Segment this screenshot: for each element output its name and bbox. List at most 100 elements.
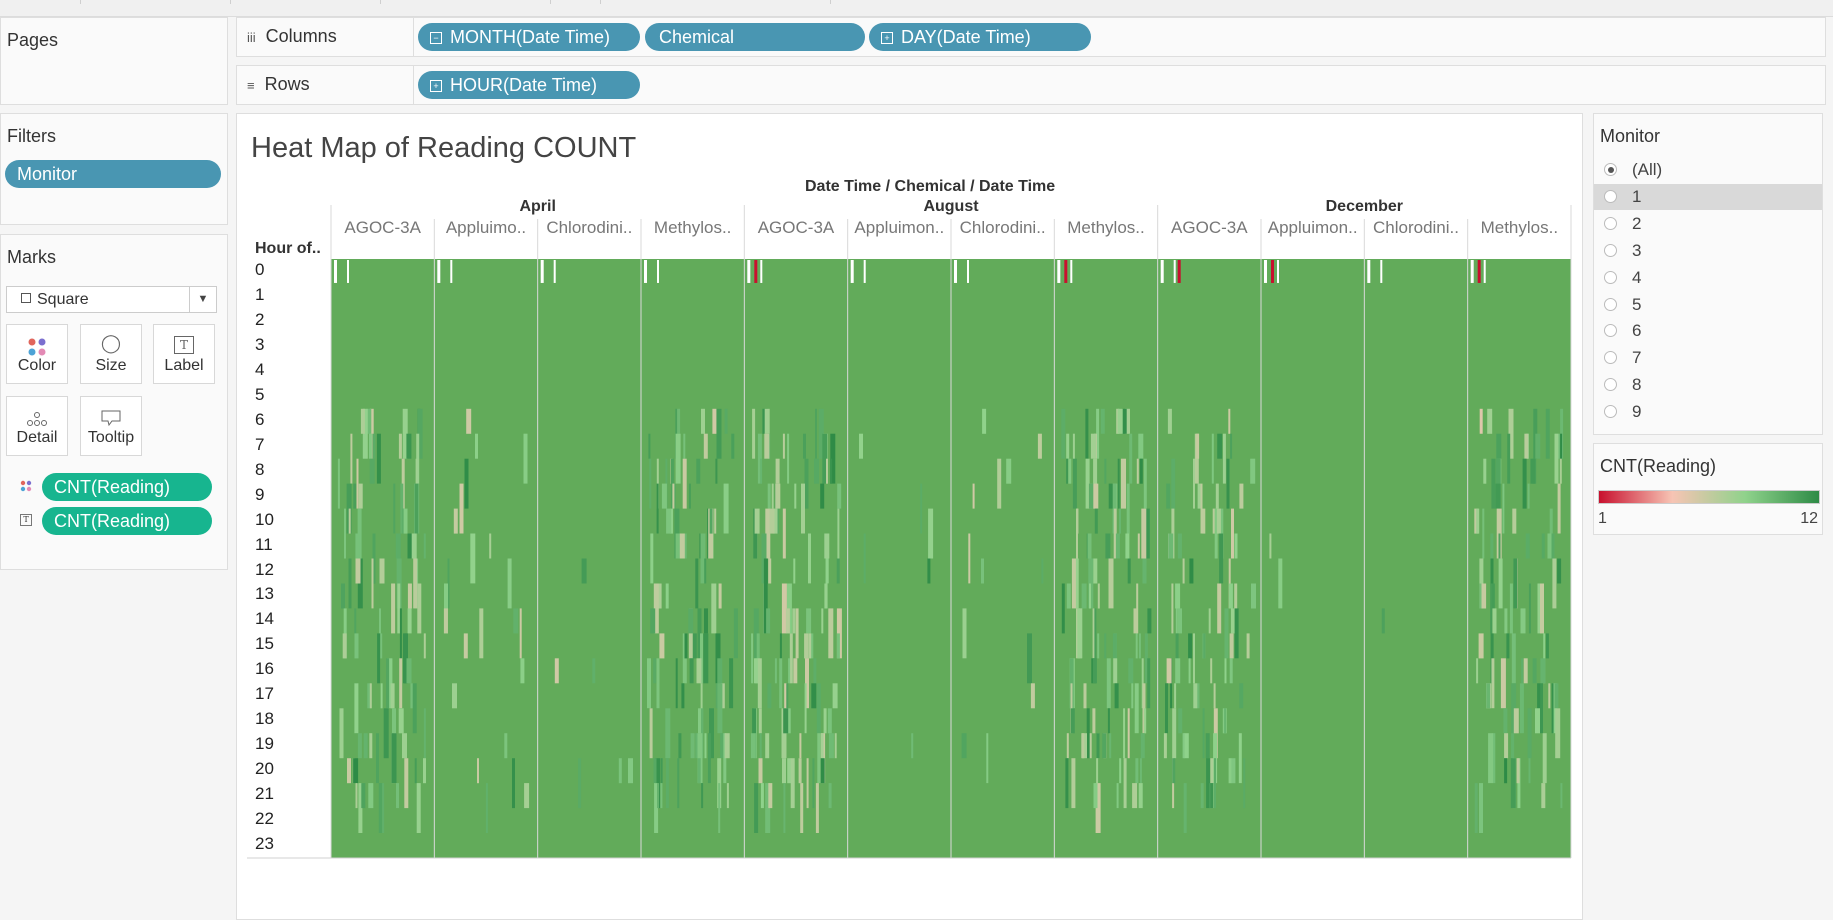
filters-card[interactable]: Filters Monitor bbox=[0, 113, 228, 225]
heatmap-cell bbox=[786, 708, 791, 734]
heatmap-cell bbox=[1549, 508, 1553, 534]
heatmap-cell bbox=[677, 758, 680, 809]
heatmap-cell bbox=[1061, 408, 1066, 459]
heatmap-cell bbox=[698, 708, 701, 734]
heatmap-cell bbox=[1175, 583, 1181, 609]
shelf-divider bbox=[413, 18, 414, 56]
monitor-option[interactable]: 1 bbox=[1594, 183, 1822, 210]
heatmap-cell bbox=[1504, 608, 1508, 634]
mark-type-dropdown[interactable]: Square ▼ bbox=[6, 286, 217, 313]
radio-icon[interactable] bbox=[1604, 351, 1617, 365]
heatmap-cell bbox=[1490, 533, 1494, 584]
radio-icon[interactable] bbox=[1604, 243, 1617, 257]
monitor-option[interactable]: 8 bbox=[1594, 372, 1822, 398]
heatmap-cell bbox=[411, 533, 417, 559]
label-button[interactable]: T Label bbox=[153, 324, 215, 384]
heatmap-cell bbox=[787, 433, 790, 484]
monitor-option[interactable]: 2 bbox=[1594, 211, 1822, 237]
chemical-column-pill[interactable]: Chemical bbox=[645, 23, 865, 51]
radio-icon[interactable] bbox=[1604, 189, 1617, 203]
heatmap-cell bbox=[806, 758, 809, 809]
heatmap-cell bbox=[754, 783, 759, 833]
heatmap-cell bbox=[1548, 683, 1551, 709]
month-column-pill[interactable]: − MONTH(Date Time) bbox=[418, 23, 640, 51]
heatmap-cell-empty bbox=[1380, 260, 1383, 283]
heatmap-cell bbox=[650, 533, 654, 584]
heatmap-cell bbox=[1210, 658, 1213, 684]
heatmap-cell bbox=[1554, 433, 1559, 484]
heatmap-cell bbox=[1498, 558, 1503, 609]
label-field-pill[interactable]: CNT(Reading) bbox=[42, 507, 212, 535]
heatmap-cell bbox=[1089, 733, 1092, 759]
heatmap-cell bbox=[836, 558, 840, 584]
heatmap-cell bbox=[390, 683, 395, 709]
heatmap-cell bbox=[813, 658, 817, 709]
monitor-option[interactable]: 5 bbox=[1594, 292, 1822, 318]
heatmap-cell bbox=[700, 683, 703, 734]
heatmap-cell bbox=[369, 458, 375, 484]
detail-icon bbox=[7, 397, 67, 429]
heatmap-cell bbox=[1483, 458, 1487, 484]
monitor-option[interactable]: 3 bbox=[1594, 238, 1822, 264]
radio-icon[interactable] bbox=[1604, 297, 1617, 311]
heatmap-cell bbox=[391, 733, 397, 784]
color-button[interactable]: Color bbox=[6, 324, 68, 384]
day-column-pill[interactable]: + DAY(Date Time) bbox=[869, 23, 1091, 51]
hour-row-pill[interactable]: + HOUR(Date Time) bbox=[418, 71, 640, 99]
detail-button[interactable]: Detail bbox=[6, 396, 68, 456]
monitor-option-label: 6 bbox=[1632, 321, 1642, 341]
heatmap-cell-empty bbox=[954, 260, 957, 283]
color-field-pill[interactable]: CNT(Reading) bbox=[42, 473, 212, 501]
heatmap-cell bbox=[650, 608, 656, 634]
monitor-option[interactable]: 7 bbox=[1594, 345, 1822, 371]
heatmap-cell bbox=[1193, 458, 1195, 509]
chemical-header: AGOC-3A bbox=[1171, 218, 1248, 237]
monitor-option[interactable]: 6 bbox=[1594, 318, 1822, 344]
heatmap-cell bbox=[724, 733, 730, 759]
hour-row-label: 18 bbox=[255, 709, 274, 729]
heatmap-cell bbox=[653, 583, 659, 634]
radio-icon[interactable] bbox=[1604, 216, 1617, 230]
heatmap-cell bbox=[1083, 683, 1087, 709]
heatmap-cell bbox=[1502, 483, 1505, 534]
column-header-title: Date Time / Chemical / Date Time bbox=[805, 178, 1056, 195]
hour-row-label: 23 bbox=[255, 834, 274, 854]
heatmap-cell bbox=[464, 458, 469, 509]
expand-icon[interactable]: + bbox=[881, 32, 893, 44]
heatmap-cell-empty bbox=[644, 260, 647, 283]
collapse-icon[interactable]: − bbox=[430, 32, 442, 44]
pages-card[interactable]: Pages bbox=[0, 17, 228, 105]
chevron-down-icon[interactable]: ▼ bbox=[189, 287, 216, 312]
heatmap-cell bbox=[417, 583, 422, 634]
tooltip-icon bbox=[81, 397, 141, 429]
radio-icon[interactable] bbox=[1604, 405, 1617, 419]
heatmap-cell bbox=[830, 433, 836, 484]
monitor-filter-pill[interactable]: Monitor bbox=[5, 160, 221, 188]
heatmap-cell bbox=[649, 708, 653, 759]
monitor-option[interactable]: (All) bbox=[1594, 157, 1822, 183]
hour-row-label: 17 bbox=[255, 684, 274, 704]
size-button[interactable]: ◯ Size bbox=[80, 324, 142, 384]
heatmap-cell bbox=[423, 708, 426, 759]
heatmap-cell bbox=[724, 408, 728, 434]
heatmap-cell bbox=[380, 683, 383, 709]
toolbar-divider bbox=[830, 0, 831, 4]
heatmap-cell bbox=[997, 458, 1002, 509]
expand-icon[interactable]: + bbox=[430, 80, 442, 92]
radio-icon[interactable] bbox=[1604, 270, 1617, 284]
radio-icon[interactable] bbox=[1604, 163, 1617, 176]
heatmap-cell bbox=[677, 408, 681, 434]
heatmap-cell bbox=[1139, 758, 1142, 784]
heatmap-cell bbox=[1547, 533, 1552, 559]
chemical-header: Methylos.. bbox=[1067, 218, 1145, 237]
monitor-option[interactable]: 9 bbox=[1594, 399, 1822, 425]
monitor-option[interactable]: 4 bbox=[1594, 265, 1822, 291]
radio-icon[interactable] bbox=[1604, 324, 1617, 338]
heatmap-cell bbox=[763, 558, 768, 584]
radio-icon[interactable] bbox=[1604, 378, 1617, 392]
heatmap-cell bbox=[1123, 758, 1127, 809]
heatmap-cell bbox=[1545, 408, 1550, 459]
tooltip-button[interactable]: Tooltip bbox=[80, 396, 142, 456]
hour-row-label: 1 bbox=[255, 284, 265, 304]
heatmap-cell bbox=[519, 608, 522, 659]
